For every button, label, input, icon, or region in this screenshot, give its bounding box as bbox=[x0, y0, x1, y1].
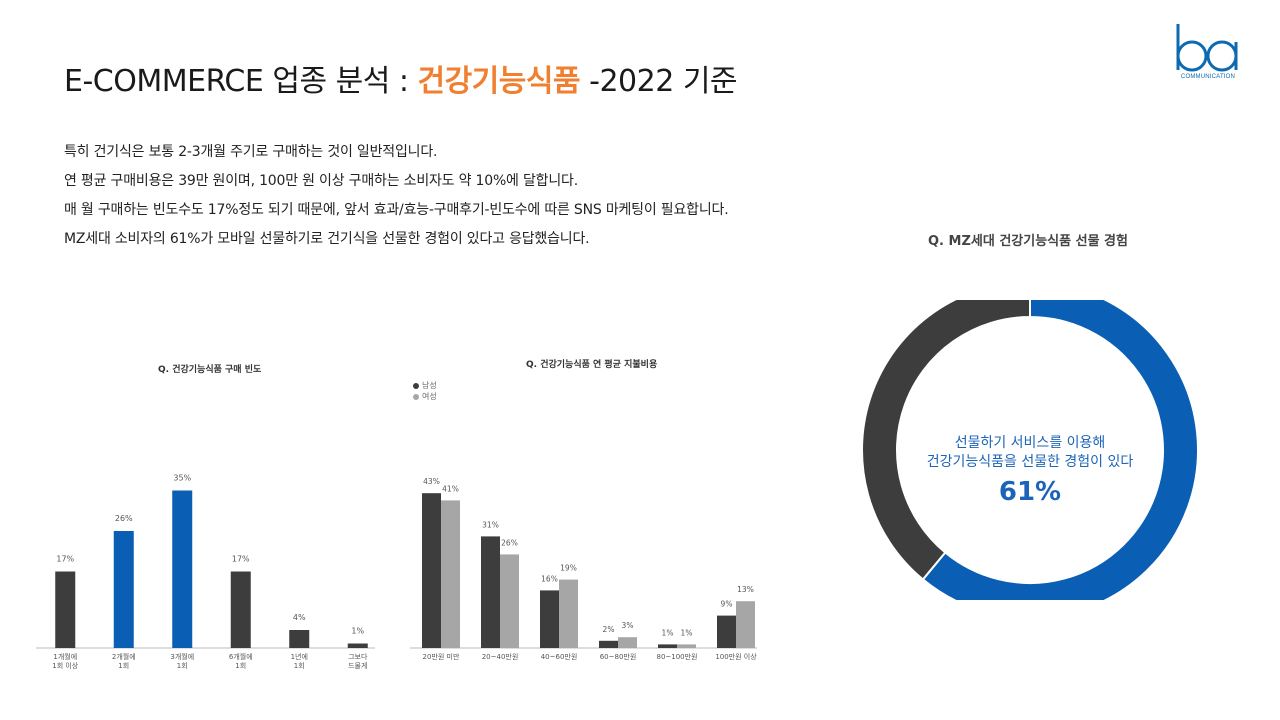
chart1-tick-label: 1년에 bbox=[291, 652, 308, 661]
body-line: 연 평균 구매비용은 39만 원이며, 100만 원 이상 구매하는 소비자도 … bbox=[64, 173, 578, 189]
chart2-tick-label: 40~60만원 bbox=[541, 652, 578, 661]
donut-slice bbox=[921, 300, 1199, 600]
chart2-bar bbox=[500, 554, 519, 648]
legend-dot bbox=[413, 382, 419, 389]
chart1-value-label: 17% bbox=[232, 555, 250, 564]
chart1-tick-label: 2개월에 bbox=[112, 652, 136, 661]
legend-item-female: 여성 bbox=[413, 391, 437, 402]
chart1-tick-label: 6개월에 bbox=[229, 652, 253, 661]
chart2-bar bbox=[559, 579, 578, 648]
title-highlight: 건강기능식품 bbox=[417, 64, 581, 99]
chart2-tick-label: 80~100만원 bbox=[656, 652, 697, 661]
chart2-bar bbox=[618, 637, 637, 648]
chart2-bar bbox=[658, 644, 677, 648]
chart1-bar bbox=[347, 643, 368, 648]
chart1-bar bbox=[172, 490, 193, 648]
chart2-bar bbox=[441, 500, 460, 648]
chart2-title: Q. 건강기능식품 연 평균 지불비용 bbox=[526, 360, 658, 370]
chart1-title: Q. 건강기능식품 구매 빈도 bbox=[158, 365, 262, 375]
chart2-value-label: 16% bbox=[541, 574, 558, 583]
company-logo: COMMUNICATION bbox=[1172, 22, 1244, 86]
chart2-value-label: 41% bbox=[442, 484, 459, 493]
chart2-bar bbox=[599, 640, 618, 648]
legend-label: 여성 bbox=[422, 392, 437, 401]
chart1-tick-label: 1개월에 bbox=[53, 652, 77, 661]
chart1-tick-label: 1회 bbox=[177, 662, 188, 670]
donut-center-value: 61% bbox=[998, 477, 1062, 507]
chart1-tick-label: 1회 bbox=[294, 662, 305, 670]
chart2-bar bbox=[422, 493, 441, 648]
donut-center-line: 선물하기 서비스를 이용해 bbox=[954, 435, 1106, 451]
chart1-value-label: 35% bbox=[173, 474, 191, 483]
chart2-bar bbox=[736, 601, 755, 648]
chart2-tick-label: 20~40만원 bbox=[482, 652, 519, 661]
donut-center-label: 선물하기 서비스를 이용해 건강기능식품을 선물한 경험이 있다 61% bbox=[880, 434, 1180, 510]
chart2-legend: 남성 여성 bbox=[413, 380, 437, 402]
chart1-value-label: 4% bbox=[293, 613, 306, 622]
chart2-value-label: 43% bbox=[423, 477, 440, 486]
chart2-tick-label: 60~80만원 bbox=[600, 652, 637, 661]
ba-logo-mark bbox=[1176, 24, 1238, 72]
chart1-tick-label: 1회 bbox=[235, 662, 246, 670]
chart1-value-label: 26% bbox=[115, 514, 133, 523]
chart2-value-label: 2% bbox=[603, 625, 615, 634]
chart2-value-label: 9% bbox=[721, 600, 733, 609]
chart1-bar bbox=[113, 531, 134, 648]
body-text: 특히 건기식은 보통 2-3개월 주기로 구매하는 것이 일반적입니다. 연 평… bbox=[64, 138, 729, 254]
chart1-tick-label: 그보다 bbox=[348, 652, 368, 661]
page-title: E-COMMERCE 업종 분석 : 건강기능식품 -2022 기준 bbox=[64, 56, 738, 100]
donut-slice bbox=[861, 300, 1031, 581]
donut-center-line: 건강기능식품을 선물한 경험이 있다 bbox=[926, 454, 1134, 470]
donut-title: Q. MZ세대 건강기능식품 선물 경험 bbox=[928, 234, 1128, 249]
chart1-bar bbox=[55, 571, 76, 648]
title-prefix: E-COMMERCE 업종 분석 : bbox=[64, 64, 418, 99]
chart2-bar bbox=[677, 644, 696, 648]
chart2-value-label: 19% bbox=[560, 564, 577, 573]
chart1-value-label: 17% bbox=[56, 555, 74, 564]
chart2-value-label: 1% bbox=[681, 628, 693, 637]
title-suffix: -2022 기준 bbox=[580, 64, 738, 99]
chart1-tick-label: 1회 bbox=[118, 662, 129, 670]
chart1-tick-label: 3개월에 bbox=[170, 652, 194, 661]
logo-subtext: COMMUNICATION bbox=[1180, 74, 1236, 80]
chart1-value-label: 1% bbox=[351, 627, 364, 636]
chart2-bar bbox=[481, 536, 500, 648]
chart1-tick-label: 드물게 bbox=[348, 661, 367, 670]
body-line: 매 월 구매하는 빈도수도 17%정도 되기 때문에, 앞서 효과/효능-구매후… bbox=[64, 202, 729, 218]
chart2-value-label: 1% bbox=[662, 628, 674, 637]
annual-spending-chart: 43%41% 20만원 미만 31%26% 20~40만원 16%19% 40~60만원 2… bbox=[410, 477, 757, 661]
chart1-tick-label: 1회 이상 bbox=[52, 661, 79, 670]
chart2-tick-label: 20만원 미만 bbox=[423, 652, 460, 661]
chart2-bar bbox=[540, 590, 559, 648]
body-line: MZ세대 소비자의 61%가 모바일 선물하기로 건기식을 선물한 경험이 있다… bbox=[64, 231, 590, 247]
chart1-bar bbox=[230, 571, 251, 648]
chart2-value-label: 3% bbox=[622, 621, 634, 630]
chart2-value-label: 31% bbox=[482, 520, 499, 529]
chart2-bar bbox=[717, 615, 736, 648]
chart1-bar bbox=[289, 630, 310, 648]
body-line: 특히 건기식은 보통 2-3개월 주기로 구매하는 것이 일반적입니다. bbox=[64, 144, 438, 160]
gift-experience-donut bbox=[861, 300, 1199, 600]
chart2-tick-label: 100만원 이상 bbox=[715, 652, 757, 661]
chart2-value-label: 26% bbox=[501, 538, 518, 547]
legend-label: 남성 bbox=[422, 381, 437, 390]
legend-item-male: 남성 bbox=[413, 380, 437, 391]
legend-dot bbox=[413, 393, 419, 400]
chart2-value-label: 13% bbox=[737, 585, 754, 594]
